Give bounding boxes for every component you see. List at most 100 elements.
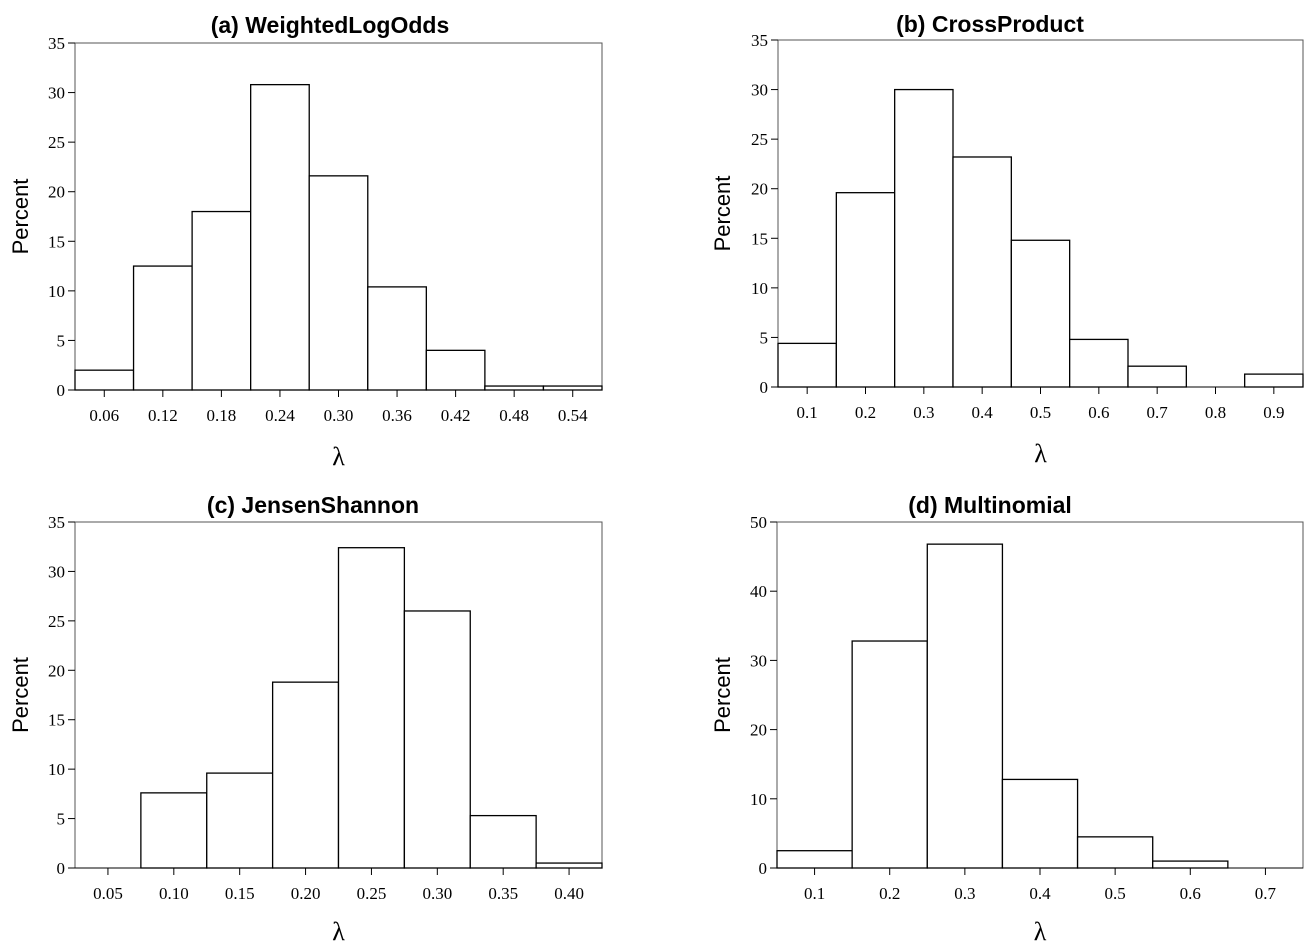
histogram-panel-jensenshannon: 0 5 10 15 20 25 30 35 0.05 0.10 0.15 0.20 0.25 0.30 0.… [0, 478, 640, 945]
histogram-svg-multinomial: 0 10 20 30 40 50 0.1 0.2 0.3 0.4 0.5 0.6 0.7 (d) Mult… [710, 492, 1304, 945]
histogram-bar [140, 792, 208, 869]
y-tick-label: 20 [750, 721, 767, 740]
y-tick-label: 25 [751, 130, 768, 149]
histogram-bar [1152, 860, 1229, 869]
histogram-bar [469, 814, 537, 869]
x-axis-label: λ [332, 917, 345, 945]
histogram-panel-weightedlogodds: 0 5 10 15 20 25 30 35 0.06 0.12 0.18 0.24 0.30 0.36 0.… [0, 0, 640, 475]
x-tick-label: 0.8 [1205, 403, 1226, 422]
x-tick-label: 0.35 [488, 884, 518, 903]
y-tick-label: 10 [751, 279, 768, 298]
histogram-bar [542, 385, 603, 391]
y-tick-label: 15 [48, 232, 65, 251]
y-tick-label: 10 [48, 282, 65, 301]
histogram-svg-jensenshannon: 0 5 10 15 20 25 30 35 0.05 0.10 0.15 0.20 0.25 0.30 0.… [8, 492, 603, 945]
y-tick-label: 30 [48, 562, 65, 581]
y-tick-label: 20 [48, 661, 65, 680]
x-tick-label: 0.3 [913, 403, 934, 422]
x-tick-label: 0.6 [1180, 884, 1201, 903]
x-tick-label: 0.06 [89, 406, 119, 425]
x-tick-label: 0.4 [972, 403, 994, 422]
y-tick-label: 0 [760, 378, 769, 397]
histogram-bar [952, 156, 1012, 388]
x-tick-label: 0.48 [499, 406, 529, 425]
histogram-svg-weightedlogodds: 0 5 10 15 20 25 30 35 0.06 0.12 0.18 0.24 0.30 0.36 0.… [8, 12, 603, 471]
histogram-bar [1001, 778, 1079, 869]
histogram-bar [1076, 836, 1154, 869]
y-tick-label: 30 [751, 81, 768, 100]
y-tick-label: 25 [48, 133, 65, 152]
y-axis-label: Percent [710, 657, 735, 733]
x-axis-label: λ [1034, 917, 1047, 945]
histogram-bar [535, 862, 603, 869]
x-tick-label: 0.25 [357, 884, 387, 903]
histogram-svg-crossproduct: 0 5 10 15 20 25 30 35 0.1 0.2 0.3 0.4 0.5 0.6 0.7 0.8 0.… [710, 11, 1304, 468]
x-tick-label: 0.05 [93, 884, 123, 903]
histogram-bar [1127, 365, 1187, 388]
y-tick-label: 30 [48, 84, 65, 103]
y-tick-label: 50 [750, 513, 767, 532]
histogram-bar [484, 385, 545, 391]
x-tick-label: 0.2 [855, 403, 876, 422]
x-axis-label: λ [1034, 439, 1047, 468]
chart-title: (c) JensenShannon [207, 492, 419, 518]
x-tick-label: 0.2 [879, 884, 900, 903]
y-tick-label: 10 [750, 790, 767, 809]
y-tick-label: 40 [750, 582, 767, 601]
histogram-bar [271, 681, 340, 869]
chart-title: (d) Multinomial [908, 492, 1072, 518]
x-tick-label: 0.5 [1030, 403, 1051, 422]
chart-title: (a) WeightedLogOdds [211, 12, 450, 38]
x-tick-label: 0.10 [159, 884, 189, 903]
x-tick-label: 0.1 [797, 403, 818, 422]
y-tick-label: 5 [57, 331, 66, 350]
x-tick-label: 0.24 [265, 406, 295, 425]
histogram-bar [367, 286, 427, 391]
x-tick-label: 0.36 [382, 406, 412, 425]
histogram-bar [206, 772, 274, 869]
chart-title: (b) CrossProduct [896, 11, 1084, 37]
y-tick-label: 20 [48, 183, 65, 202]
histogram-bar [777, 342, 837, 388]
y-axis-label: Percent [710, 176, 735, 252]
histogram-bar [851, 640, 928, 869]
x-tick-label: 0.42 [441, 406, 471, 425]
x-tick-label: 0.4 [1029, 884, 1051, 903]
x-axis-label: λ [332, 442, 345, 471]
x-tick-label: 0.18 [207, 406, 237, 425]
histogram-panel-multinomial: 0 10 20 30 40 50 0.1 0.2 0.3 0.4 0.5 0.6 0.7 (d) Mult… [650, 478, 1305, 945]
x-tick-label: 0.30 [422, 884, 452, 903]
y-tick-label: 5 [760, 328, 769, 347]
histogram-bar [74, 369, 135, 391]
y-tick-label: 20 [751, 180, 768, 199]
histogram-bar [308, 175, 369, 391]
y-tick-label: 30 [750, 651, 767, 670]
x-tick-label: 0.30 [324, 406, 354, 425]
x-tick-label: 0.12 [148, 406, 178, 425]
y-tick-label: 10 [48, 760, 65, 779]
histogram-bar [1010, 239, 1071, 388]
histogram-bar [425, 349, 486, 391]
histogram-bar [191, 210, 252, 391]
y-tick-label: 35 [48, 513, 65, 532]
x-tick-label: 0.5 [1105, 884, 1126, 903]
histogram-bar [250, 83, 310, 391]
histogram-bar [776, 850, 853, 869]
histogram-bar [1244, 373, 1304, 388]
histogram-bar [403, 610, 471, 869]
histogram-bar [926, 543, 1004, 869]
x-tick-label: 0.1 [804, 884, 825, 903]
histogram-panel-crossproduct: 0 5 10 15 20 25 30 35 0.1 0.2 0.3 0.4 0.5 0.6 0.7 0.8 0.… [650, 0, 1305, 475]
x-tick-label: 0.9 [1263, 403, 1284, 422]
histogram-bar [1069, 338, 1129, 388]
y-axis-label: Percent [8, 179, 33, 255]
histogram-bar [337, 547, 406, 869]
y-axis-label: Percent [8, 657, 33, 733]
x-tick-label: 0.6 [1088, 403, 1109, 422]
y-tick-label: 15 [48, 711, 65, 730]
x-tick-label: 0.7 [1255, 884, 1277, 903]
x-tick-label: 0.7 [1147, 403, 1169, 422]
histogram-bar [835, 192, 896, 388]
y-tick-label: 0 [57, 381, 66, 400]
y-tick-label: 35 [48, 34, 65, 53]
